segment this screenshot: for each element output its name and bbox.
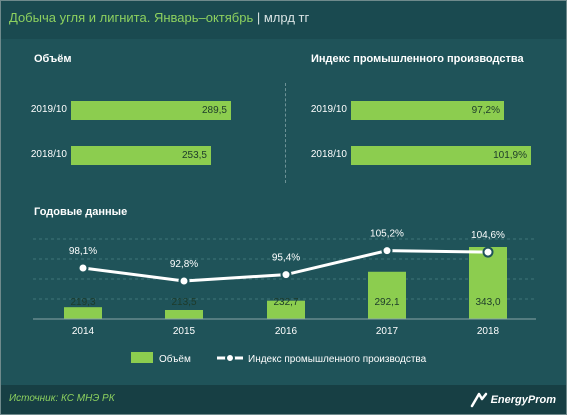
section-divider <box>285 83 286 183</box>
x-tick-label: 2018 <box>477 326 500 337</box>
index-bar <box>351 101 504 120</box>
x-tick-label: 2015 <box>173 326 196 337</box>
annual-bar <box>165 310 203 319</box>
annual-bar-value: 213,5 <box>171 297 196 308</box>
chart-title: Добыча угля и лигнита. Январь–октябрь | … <box>9 10 309 25</box>
index-bar <box>351 146 531 165</box>
index-point <box>77 262 89 274</box>
annual-bar <box>267 300 305 319</box>
annual-bar-value: 343,0 <box>475 297 500 308</box>
source-note: Источник: КС МНЭ РК <box>9 393 115 404</box>
legend-bar-swatch <box>131 352 153 363</box>
index-value-label: 97,2% <box>471 105 500 116</box>
index-value-label: 98,1% <box>69 246 97 257</box>
index-point <box>178 275 190 287</box>
annual-bar <box>469 247 507 319</box>
index-category-label: 2019/10 <box>310 104 347 115</box>
x-tick-label: 2014 <box>72 326 95 337</box>
x-tick-label: 2017 <box>376 326 399 337</box>
legend-bar-label: Объём <box>159 353 191 365</box>
unit-label: | млрд тг <box>256 10 310 25</box>
header-bar: Добыча угля и лигнита. Январь–октябрь | … <box>1 1 566 39</box>
annual-bar <box>64 307 102 319</box>
footer-bar: Источник: КС МНЭ РК EnergyProm <box>1 385 566 414</box>
energyprom-logo: EnergyProm <box>470 391 556 409</box>
volume-category-label: 2018/10 <box>30 149 67 160</box>
index-point <box>280 269 292 281</box>
legend-line-marker <box>225 353 235 363</box>
index-category-label: 2018/10 <box>310 149 347 160</box>
volume-category-label: 2019/10 <box>30 104 67 115</box>
annual-bar-value: 292,1 <box>374 297 399 308</box>
index-point <box>482 246 494 258</box>
annual-bar-value: 232,7 <box>273 297 298 308</box>
annual-bar <box>368 271 406 319</box>
volume-value-label: 289,5 <box>201 105 227 116</box>
index-value-label: 92,8% <box>170 259 198 270</box>
index-value-label: 105,2% <box>370 229 404 240</box>
index-section-label: Индекс промышленного производства <box>311 53 524 65</box>
legend-line-label: Индекс промышленного производства <box>248 354 427 365</box>
logo-text: EnergyProm <box>490 394 556 406</box>
logo-icon <box>470 392 487 408</box>
chart-title-text: Добыча угля и лигнита. Январь–октябрь <box>9 10 254 25</box>
index-value-label: 101,9% <box>493 150 527 161</box>
index-value-label: 95,4% <box>272 253 300 264</box>
index-value-label: 104,6% <box>471 230 505 241</box>
index-point <box>381 245 393 257</box>
annual-chart: 219,3 213,5 232,7 292,1 343,0 2014 2015 2016 201… <box>33 229 536 365</box>
x-tick-label: 2016 <box>275 326 298 337</box>
volume-bar <box>71 101 231 120</box>
volume-bar <box>71 146 211 165</box>
annual-bar-value: 219,3 <box>70 297 95 308</box>
volume-section-label: Объём <box>34 53 72 65</box>
volume-value-label: 253,5 <box>181 150 207 161</box>
annual-section-label: Годовые данные <box>34 206 128 218</box>
